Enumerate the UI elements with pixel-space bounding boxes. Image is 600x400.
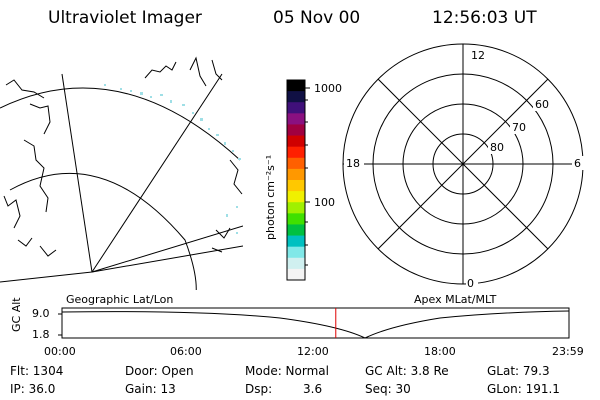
mlat-label-70: 70 <box>512 121 526 134</box>
coastline <box>29 103 51 135</box>
flight-number: Flt: 1304 <box>10 364 64 378</box>
geographic-longitude: GLon: 191.1 <box>487 382 560 396</box>
altitude-ytick-9: 9.0 <box>32 307 50 320</box>
coastline <box>3 195 21 229</box>
dsp-label: Dsp: <box>245 382 273 396</box>
coastline <box>144 61 177 79</box>
colorbar-segment <box>287 102 305 114</box>
coastline <box>215 227 231 239</box>
coastline <box>211 247 223 253</box>
coastline <box>39 245 57 257</box>
colorbar-segment <box>287 91 305 103</box>
altitude-xtick-1800: 18:00 <box>424 345 456 358</box>
meridian-line <box>91 73 223 273</box>
colorbar-segment <box>287 180 305 192</box>
latitude-circle-inner <box>9 172 197 290</box>
colorbar-segment <box>287 146 305 159</box>
mode-value: Mode: Normal <box>245 364 329 378</box>
mlt-label-18: 18 <box>346 157 360 170</box>
colorbar-segment <box>287 246 305 259</box>
colorbar-segment <box>287 257 305 270</box>
colorbar-segment <box>287 213 305 225</box>
coastline <box>189 56 207 87</box>
meridian-line <box>91 225 243 273</box>
colorbar-segment <box>287 168 305 181</box>
colorbar-segment <box>287 224 305 237</box>
mlt-label-6: 6 <box>574 157 581 170</box>
colorbar-segment <box>287 235 305 248</box>
colorbar-tick-1000: 1000 <box>314 82 342 95</box>
mlt-label-12: 12 <box>471 49 485 62</box>
colorbar-segment <box>287 202 305 214</box>
colorbar-segment <box>287 135 305 148</box>
colorbar-segment <box>287 124 305 137</box>
coastline <box>211 59 223 81</box>
colorbar-ticks <box>305 87 310 266</box>
meridian-line <box>0 271 93 283</box>
altitude-xtick-0000: 00:00 <box>44 345 76 358</box>
colorbar-segment <box>287 113 305 125</box>
dsp-value: 3.6 <box>303 382 323 396</box>
instrument-title: Ultraviolet Imager <box>48 8 202 28</box>
coastline <box>17 237 33 247</box>
meridian-line <box>61 73 93 273</box>
colorbar-segment <box>287 268 305 281</box>
altitude-ytick-1-8: 1.8 <box>32 328 50 341</box>
coastline <box>5 79 45 99</box>
gc-altitude: GC Alt: 3.8 Re <box>365 364 449 378</box>
altitude-xtick-2359: 23:59 <box>552 345 584 358</box>
colorbar-segment <box>287 80 305 92</box>
ip-value: IP: 36.0 <box>10 382 56 396</box>
mlat-label-80: 80 <box>490 141 504 154</box>
geographic-caption: Geographic Lat/Lon <box>66 293 174 306</box>
polar-caption: Apex MLat/MLT <box>414 293 497 306</box>
colorbar <box>287 80 305 281</box>
colorbar-segment <box>287 191 305 203</box>
altitude-xtick-1200: 12:00 <box>297 345 329 358</box>
polar-diagonal <box>377 78 549 250</box>
colorbar-tick-100: 100 <box>314 196 335 209</box>
gain-value: Gain: 13 <box>125 382 176 396</box>
date-label: 05 Nov 00 <box>273 8 361 28</box>
altitude-ylabel: GC Alt <box>10 297 23 332</box>
altitude-xtick-0600: 06:00 <box>170 345 202 358</box>
colorbar-segment <box>287 157 305 170</box>
mlt-label-0: 0 <box>467 277 474 290</box>
coastline <box>23 139 49 213</box>
door-status: Door: Open <box>125 364 194 378</box>
altitude-curve <box>61 310 570 339</box>
geographic-latitude: GLat: 79.3 <box>487 364 550 378</box>
latitude-circle-outer <box>0 87 241 161</box>
coastline <box>229 159 243 195</box>
sequence-number: Seq: 30 <box>365 382 411 396</box>
time-label: 12:56:03 UT <box>432 8 537 28</box>
mlat-label-60: 60 <box>535 98 549 111</box>
